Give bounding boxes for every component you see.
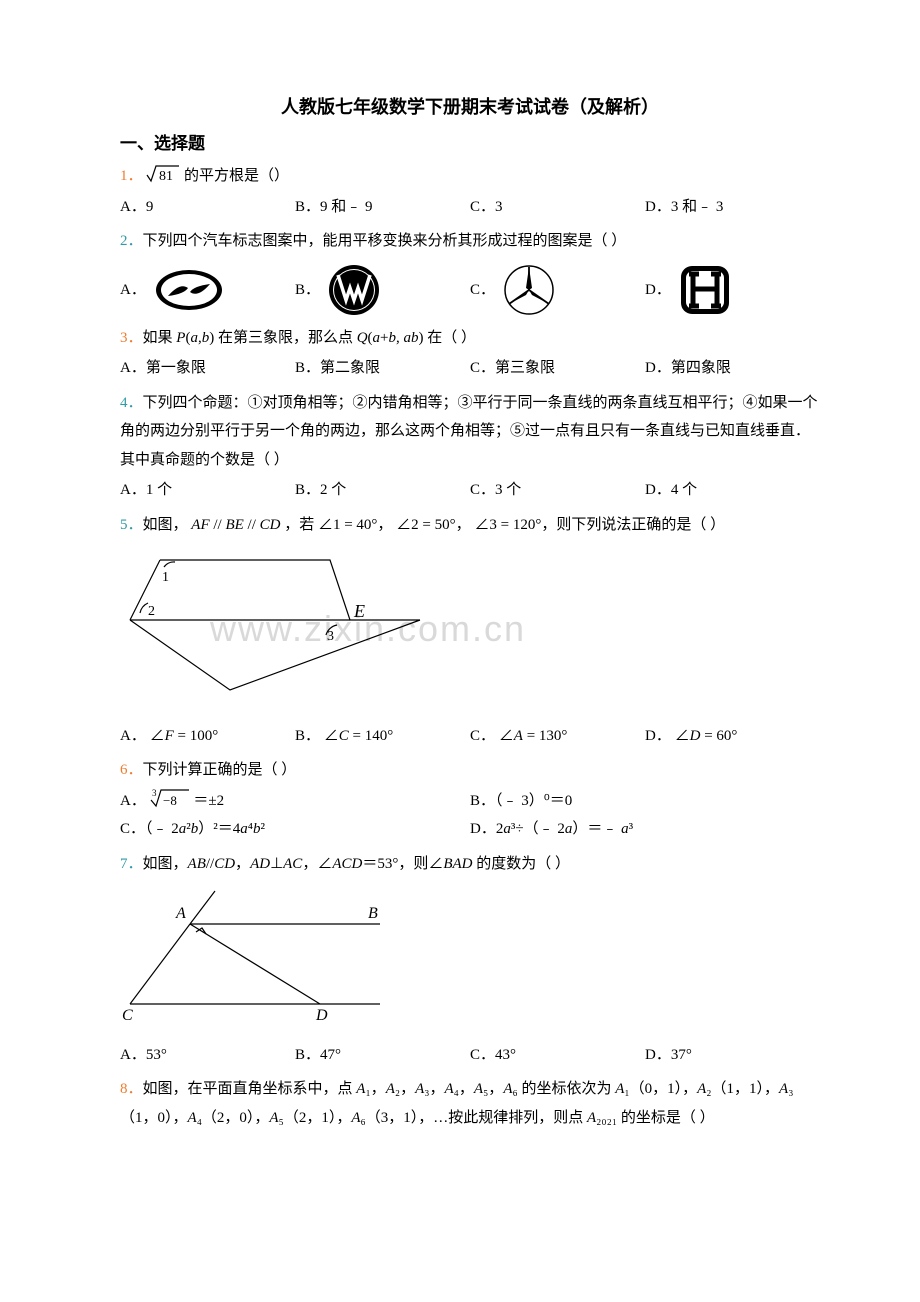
q6-opt-d: D．2a³÷（﹣ 2a）＝﹣ a³: [470, 815, 820, 844]
svg-text:1: 1: [162, 570, 169, 585]
q2-stem: 下列四个汽车标志图案中，能用平移变换来分析其形成过程的图案是（ ）: [143, 233, 627, 249]
q5-opt-c: C． ∠A = 130°: [470, 722, 645, 751]
question-1: 1． 81 的平方根是（）: [120, 162, 820, 191]
section-heading: 一、选择题: [120, 128, 820, 160]
svg-text:D: D: [315, 1007, 328, 1024]
q7-options: A．53° B．47° C．43° D．37°: [120, 1041, 820, 1070]
q3-opt-d: D．第四象限: [645, 354, 820, 383]
q4-opt-d: D．4 个: [645, 476, 820, 505]
q8-stem: 如图，在平面直角坐标系中，点 A₁，A₂，A₃，A₄，A₅，A₆ 的坐标依次为 …: [120, 1081, 793, 1126]
opt-label: D．: [645, 276, 671, 305]
svg-text:E: E: [353, 601, 365, 621]
q5-opt-d: D． ∠D = 60°: [645, 722, 820, 751]
q5-opt-a: A． ∠F = 100°: [120, 722, 295, 751]
q6-options: A． 3 −8 ＝±2 B．（﹣ 3）⁰＝0 C．（﹣ 2a²b）²＝4a⁴b²…: [120, 787, 820, 844]
qnum: 5．: [120, 517, 143, 533]
svg-text:2: 2: [148, 604, 155, 619]
mercedes-icon: [503, 264, 555, 316]
q4-options: A．1 个 B．2 个 C．3 个 D．4 个: [120, 476, 820, 505]
q1-opt-d: D．3 和﹣ 3: [645, 193, 820, 222]
q2-options: A． B． C． D．: [120, 264, 820, 316]
q3-opt-c: C．第三象限: [470, 354, 645, 383]
q3-stem: 如果 P(a,b) 在第三象限，那么点 Q(a+b, ab) 在（ ）: [143, 330, 477, 346]
qnum: 1．: [120, 168, 143, 184]
q6-opt-b: B．（﹣ 3）⁰＝0: [470, 787, 820, 816]
q7-opt-c: C．43°: [470, 1041, 645, 1070]
q1-stem: 的平方根是（）: [184, 168, 289, 184]
q5-stem: 如图， AF // BE // CD ，若 ∠1 = 40°， ∠2 = 50°…: [143, 517, 726, 533]
q6-stem: 下列计算正确的是（ ）: [143, 762, 297, 778]
question-5: 5．如图， AF // BE // CD ，若 ∠1 = 40°， ∠2 = 5…: [120, 511, 820, 540]
qnum: 8．: [120, 1081, 143, 1097]
q2-opt-a: A．: [120, 268, 295, 312]
q1-opt-b: B．9 和﹣ 9: [295, 193, 470, 222]
q7-opt-b: B．47°: [295, 1041, 470, 1070]
svg-text:A: A: [175, 905, 186, 922]
question-8: 8．如图，在平面直角坐标系中，点 A₁，A₂，A₃，A₄，A₅，A₆ 的坐标依次…: [120, 1075, 820, 1132]
hyundai-icon: [154, 268, 224, 312]
q7-stem: 如图，AB//CD，AD⊥AC，∠ACD＝53°，则∠BAD 的度数为（ ）: [143, 856, 571, 872]
q1-options: A．9 B．9 和﹣ 9 C．3 D．3 和﹣ 3: [120, 193, 820, 222]
question-3: 3．如果 P(a,b) 在第三象限，那么点 Q(a+b, ab) 在（ ）: [120, 324, 820, 353]
svg-text:81: 81: [159, 169, 173, 183]
qnum: 7．: [120, 856, 143, 872]
svg-text:B: B: [368, 905, 378, 922]
sqrt-expr: 81: [146, 168, 184, 184]
question-7: 7．如图，AB//CD，AD⊥AC，∠ACD＝53°，则∠BAD 的度数为（ ）: [120, 850, 820, 879]
opt-label: A．: [120, 276, 146, 305]
q3-opt-a: A．第一象限: [120, 354, 295, 383]
qnum: 6．: [120, 762, 143, 778]
q4-stem: 下列四个命题：①对顶角相等；②内错角相等；③平行于同一条直线的两条直线互相平行；…: [120, 395, 818, 468]
page-title: 人教版七年级数学下册期末考试试卷（及解析）: [120, 90, 820, 124]
qnum: 4．: [120, 395, 143, 411]
opt-label: B．: [295, 276, 320, 305]
qnum: 2．: [120, 233, 143, 249]
question-6: 6．下列计算正确的是（ ）: [120, 756, 820, 785]
q6-opt-a: A． 3 −8 ＝±2: [120, 787, 470, 816]
question-2: 2．下列四个汽车标志图案中，能用平移变换来分析其形成过程的图案是（ ）: [120, 227, 820, 256]
svg-text:C: C: [122, 1007, 133, 1024]
q4-opt-b: B．2 个: [295, 476, 470, 505]
q7-figure: A B C D: [120, 884, 820, 1035]
q5-figure: www.zixin.com.cn 1 2 3 E: [120, 545, 820, 716]
q1-opt-c: C．3: [470, 193, 645, 222]
q1-opt-a: A．9: [120, 193, 295, 222]
qnum: 3．: [120, 330, 143, 346]
q7-opt-a: A．53°: [120, 1041, 295, 1070]
q2-opt-c: C．: [470, 264, 645, 316]
svg-text:−8: −8: [163, 793, 177, 808]
q3-options: A．第一象限 B．第二象限 C．第三象限 D．第四象限: [120, 354, 820, 383]
q5-opt-b: B． ∠C = 140°: [295, 722, 470, 751]
q5-options: A． ∠F = 100° B． ∠C = 140° C． ∠A = 130° D…: [120, 722, 820, 751]
vw-icon: [328, 264, 380, 316]
svg-text:3: 3: [152, 788, 157, 798]
opt-label: C．: [470, 276, 495, 305]
question-4: 4．下列四个命题：①对顶角相等；②内错角相等；③平行于同一条直线的两条直线互相平…: [120, 389, 820, 475]
honda-icon: [679, 264, 731, 316]
q7-opt-d: D．37°: [645, 1041, 820, 1070]
q2-opt-d: D．: [645, 264, 820, 316]
q6-opt-c: C．（﹣ 2a²b）²＝4a⁴b²: [120, 815, 470, 844]
q4-opt-c: C．3 个: [470, 476, 645, 505]
q2-opt-b: B．: [295, 264, 470, 316]
q4-opt-a: A．1 个: [120, 476, 295, 505]
q3-opt-b: B．第二象限: [295, 354, 470, 383]
